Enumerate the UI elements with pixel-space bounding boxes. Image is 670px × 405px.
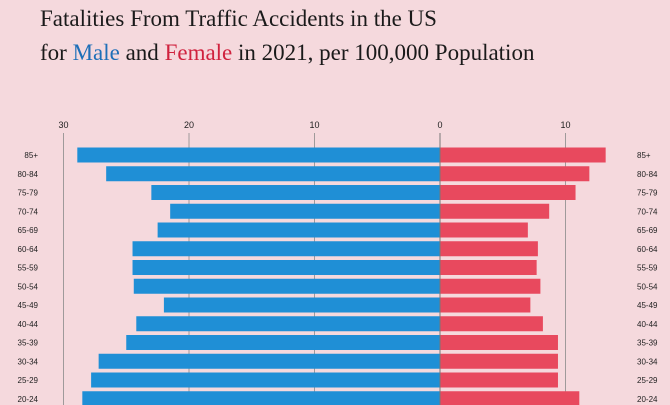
- age-label-left: 75-79: [18, 189, 39, 198]
- age-label-left: 85+: [24, 151, 38, 160]
- age-label-right: 85+: [637, 151, 651, 160]
- age-label-left: 70-74: [18, 207, 39, 216]
- male-bar: [136, 316, 441, 332]
- male-bar: [133, 278, 440, 294]
- x-tick-label: 10: [560, 120, 570, 130]
- male-bar: [126, 335, 440, 350]
- female-bar: [440, 147, 606, 163]
- chart-title-line-1: Fatalities From Traffic Accidents in the…: [40, 6, 437, 31]
- age-label-right: 80-84: [637, 170, 658, 179]
- female-bar: [440, 372, 558, 388]
- male-bar: [82, 391, 440, 405]
- age-label-right: 25-29: [637, 376, 658, 385]
- age-label-left: 55-59: [18, 264, 39, 273]
- chart-title: Fatalities From Traffic Accidents in the…: [40, 2, 534, 70]
- age-label-right: 65-69: [637, 226, 658, 235]
- title-prefix: for: [40, 40, 73, 65]
- age-label-left: 40-44: [18, 320, 39, 329]
- male-bar: [132, 260, 440, 275]
- age-label-left: 45-49: [18, 301, 39, 310]
- age-label-right: 70-74: [637, 207, 658, 216]
- x-tick-label: 30: [58, 120, 68, 130]
- age-label-right: 45-49: [637, 301, 658, 310]
- female-bar: [440, 185, 576, 200]
- x-tick-label: 10: [309, 120, 319, 130]
- age-label-left: 65-69: [18, 226, 39, 235]
- age-label-right: 75-79: [637, 189, 658, 198]
- age-label-right: 20-24: [637, 395, 658, 404]
- age-label-left: 25-29: [18, 376, 39, 385]
- x-tick-label: 0: [437, 120, 442, 130]
- male-bar: [91, 372, 441, 388]
- male-bar: [170, 203, 441, 219]
- age-label-left: 30-34: [18, 357, 39, 366]
- female-bar: [440, 278, 541, 294]
- age-label-left: 35-39: [18, 339, 39, 348]
- age-label-right: 30-34: [637, 357, 658, 366]
- age-label-right: 35-39: [637, 339, 658, 348]
- female-bar: [440, 222, 528, 238]
- female-bar: [440, 391, 580, 405]
- male-bar: [77, 147, 441, 163]
- age-label-left: 20-24: [18, 395, 39, 404]
- age-label-right: 55-59: [637, 264, 658, 273]
- female-bar: [440, 203, 550, 219]
- title-and-word: and: [119, 40, 165, 65]
- male-bar: [163, 297, 440, 313]
- female-bar: [440, 166, 590, 182]
- female-bar: [440, 335, 558, 350]
- age-label-left: 60-64: [18, 245, 39, 254]
- age-label-left: 50-54: [18, 282, 39, 291]
- age-label-right: 40-44: [637, 320, 658, 329]
- male-bar: [132, 241, 440, 257]
- chart-title-line-2: for Male and Female in 2021, per 100,000…: [40, 36, 534, 70]
- age-label-right: 60-64: [637, 245, 658, 254]
- male-bar: [106, 166, 441, 182]
- female-bar: [440, 260, 537, 275]
- age-label-right: 50-54: [637, 282, 658, 291]
- male-bar: [151, 185, 440, 200]
- male-bar: [157, 222, 440, 238]
- male-bar: [98, 353, 440, 369]
- female-bar: [440, 316, 543, 332]
- female-bar: [440, 241, 538, 257]
- x-tick-label: 20: [184, 120, 194, 130]
- title-male-word: Male: [72, 40, 120, 65]
- female-bar: [440, 297, 531, 313]
- age-label-left: 80-84: [18, 170, 39, 179]
- title-suffix: in 2021, per 100,000 Population: [232, 40, 535, 65]
- female-bar: [440, 353, 558, 369]
- title-female-word: Female: [164, 40, 233, 65]
